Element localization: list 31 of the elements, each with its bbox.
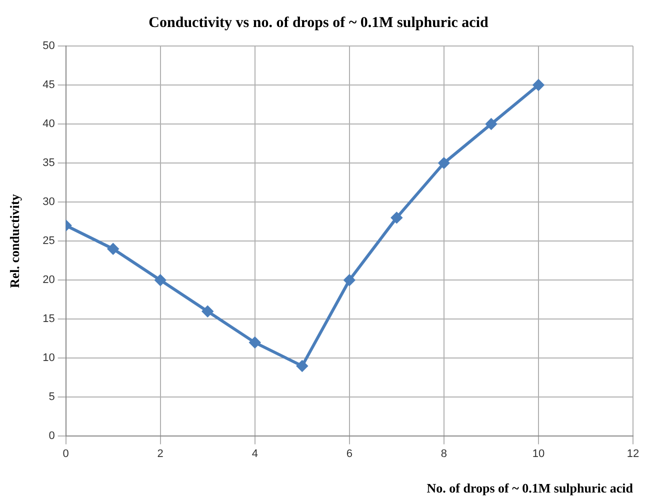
y-tick-label: 20 [42, 274, 55, 286]
x-tick-label: 6 [346, 448, 352, 460]
y-tick-label: 50 [42, 40, 55, 52]
x-tick-label: 0 [62, 448, 69, 460]
y-tick-label: 25 [42, 235, 55, 248]
point [532, 80, 544, 91]
point [249, 337, 260, 348]
y-tick-label: 15 [42, 313, 55, 326]
y-tick-label: 0 [48, 430, 55, 442]
x-tick-label: 12 [626, 448, 640, 460]
y-axis-title: Rel. conductivity [7, 194, 22, 288]
point [438, 158, 450, 169]
y-tick-label: 40 [42, 118, 55, 130]
point [391, 212, 402, 224]
y-tick-label: 45 [42, 79, 55, 92]
x-axis-title: No. of drops of ~ 0.1M sulphuric acid [426, 480, 634, 496]
point [108, 243, 119, 254]
x-tick-label: 8 [440, 448, 448, 460]
x-tick-label: 2 [157, 448, 164, 460]
x-tick-label: 4 [252, 448, 258, 460]
y-tick-label: 5 [48, 391, 55, 404]
y-tick-label: 30 [42, 196, 55, 208]
y-tick-label: 35 [42, 157, 55, 170]
y-tick-label: 10 [42, 352, 55, 364]
point [344, 274, 355, 286]
point [154, 274, 166, 286]
point [486, 118, 497, 130]
point [202, 306, 214, 317]
chart-title: Conductivity vs no. of drops of ~ 0.1M sulphuric acid [148, 14, 489, 31]
x-tick-label: 10 [532, 448, 545, 460]
point [296, 360, 308, 372]
